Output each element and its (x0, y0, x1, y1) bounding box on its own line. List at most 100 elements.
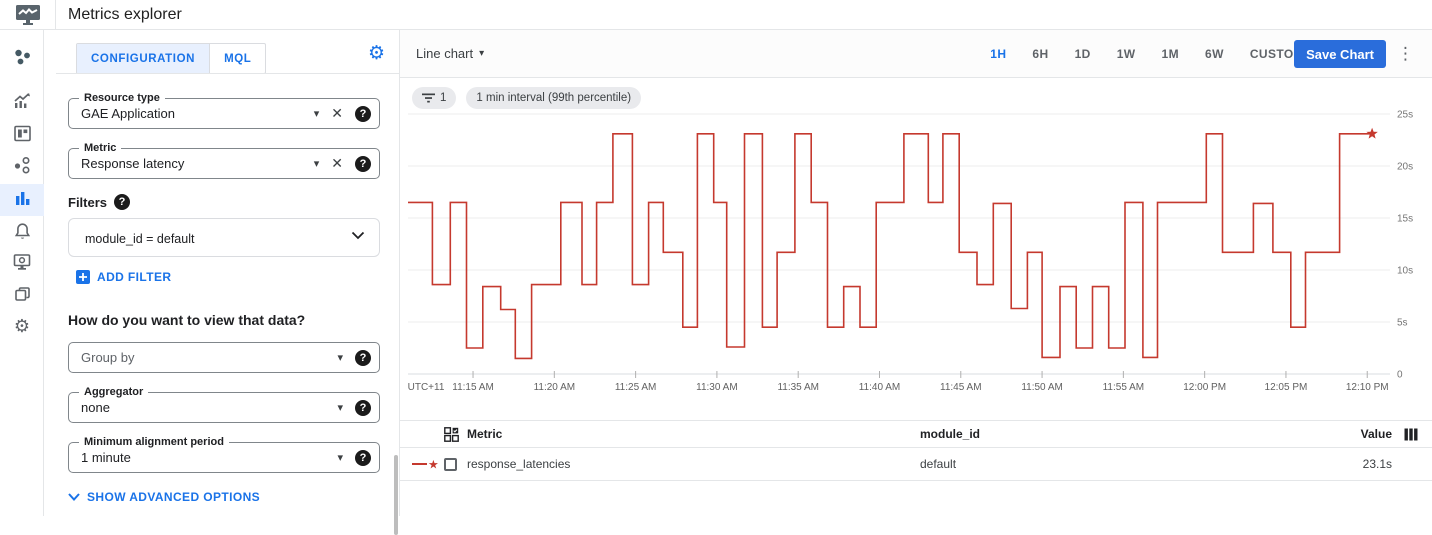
table-header: Metric module_id Value (400, 420, 1432, 448)
filter-icon (422, 93, 435, 103)
chip-row: 1 1 min interval (99th percentile) (412, 87, 642, 109)
col-metric: Metric (467, 427, 503, 441)
time-range-custom[interactable]: CUSTOM (1249, 47, 1304, 61)
config-tab-bar: CONFIGURATION MQL (76, 43, 267, 74)
metrics-explorer-icon[interactable] (10, 186, 34, 210)
resource-type-field[interactable]: Resource type GAE Application ▾ ✕ ? (68, 92, 380, 129)
chart-type-dropdown[interactable]: Line chart ▾ (416, 46, 485, 61)
uptime-checks-icon[interactable] (10, 250, 34, 274)
config-settings-gear-icon[interactable]: ⚙ (367, 43, 385, 64)
row-metric: response_latencies (467, 457, 571, 471)
min-alignment-label: Minimum alignment period (79, 436, 229, 448)
svg-text:11:25 AM: 11:25 AM (615, 382, 657, 393)
clear-icon[interactable]: ✕ (331, 105, 343, 121)
time-range-6w[interactable]: 6W (1205, 47, 1224, 61)
scrollbar-thumb[interactable] (394, 455, 398, 535)
filters-heading: Filters ? (68, 194, 131, 210)
svg-text:5s: 5s (1397, 318, 1408, 329)
interval-chip[interactable]: 1 min interval (99th percentile) (466, 87, 642, 109)
groups-icon[interactable] (10, 282, 34, 306)
clear-icon[interactable]: ✕ (331, 155, 343, 171)
svg-text:11:35 AM: 11:35 AM (777, 382, 819, 393)
svg-text:11:50 AM: 11:50 AM (1021, 382, 1063, 393)
filter-count-chip[interactable]: 1 (412, 87, 457, 109)
monitoring-overview-icon[interactable] (10, 45, 34, 69)
dropdown-caret-icon[interactable]: ▾ (313, 158, 320, 170)
view-columns-icon[interactable] (1404, 421, 1418, 447)
table-row[interactable]: ★ response_latencies default 23.1s (400, 448, 1432, 481)
filter-expression: module_id = default (85, 231, 195, 246)
metrics-icon[interactable] (10, 89, 34, 113)
svg-text:0: 0 (1397, 370, 1403, 381)
svg-text:UTC+11: UTC+11 (408, 382, 445, 393)
tab-mql[interactable]: MQL (209, 44, 265, 73)
grid-check-icon[interactable] (444, 426, 459, 442)
svg-text:11:40 AM: 11:40 AM (859, 382, 901, 393)
plus-icon (76, 270, 90, 284)
chart-toolbar: Line chart ▾ 1H 6H 1D 1W 1M 6W CUSTOM Save Cha… (400, 30, 1432, 78)
help-icon[interactable]: ? (355, 155, 371, 172)
svg-text:11:15 AM: 11:15 AM (452, 382, 494, 393)
metric-label: Metric (79, 142, 122, 154)
aggregator-field[interactable]: Aggregator none ▾ ? (68, 386, 380, 423)
monitoring-logo-icon[interactable] (0, 0, 56, 30)
chevron-down-icon[interactable] (351, 231, 365, 240)
chart-panel: Line chart ▾ 1H 6H 1D 1W 1M 6W CUSTOM Save Cha… (400, 30, 1432, 516)
dropdown-caret-icon: ▾ (479, 48, 485, 59)
alerting-icon[interactable] (10, 219, 34, 243)
svg-text:11:55 AM: 11:55 AM (1103, 382, 1145, 393)
svg-text:12:05 PM: 12:05 PM (1265, 382, 1308, 393)
dropdown-caret-icon[interactable]: ▾ (337, 452, 343, 464)
min-alignment-value: 1 minute (81, 450, 131, 465)
time-range-1d[interactable]: 1D (1074, 47, 1091, 61)
col-value: Value (1360, 427, 1392, 441)
dropdown-caret-icon[interactable]: ▾ (313, 108, 320, 120)
group-by-placeholder: Group by (81, 350, 135, 365)
time-range-1m[interactable]: 1M (1161, 47, 1179, 61)
add-filter-button[interactable]: ADD FILTER (76, 270, 171, 284)
svg-text:20s: 20s (1397, 162, 1413, 173)
help-icon[interactable]: ? (355, 449, 371, 466)
latency-line-chart[interactable]: 25s 20s 15s 10s 5s 0 11:15 AM 11:20 AM 11:25 AM 1… (400, 95, 1432, 415)
col-module-id: module_id (920, 427, 981, 441)
chevron-down-icon (68, 493, 80, 501)
svg-text:11:20 AM: 11:20 AM (534, 382, 576, 393)
divider (56, 73, 400, 74)
min-alignment-field[interactable]: Minimum alignment period 1 minute ▾ ? (68, 436, 380, 473)
tab-configuration[interactable]: CONFIGURATION (77, 44, 210, 73)
resource-type-value: GAE Application (81, 106, 175, 121)
end-star-marker (1366, 127, 1378, 139)
configuration-panel: CONFIGURATION MQL ⚙ Resource type GAE Ap… (56, 30, 400, 535)
help-icon[interactable]: ? (355, 399, 371, 416)
time-range-group: 1H 6H 1D 1W 1M 6W CUSTOM (990, 30, 1304, 78)
row-value: 23.1s (1362, 457, 1392, 471)
time-range-1h[interactable]: 1H (990, 47, 1007, 61)
page-title: Metrics explorer (68, 6, 182, 23)
svg-text:25s: 25s (1397, 110, 1413, 121)
group-by-field[interactable]: Group by ▾ ? (68, 342, 380, 373)
svg-text:10s: 10s (1397, 266, 1413, 277)
time-range-1w[interactable]: 1W (1116, 47, 1136, 61)
svg-text:15s: 15s (1397, 214, 1413, 225)
time-range-6h[interactable]: 6H (1032, 47, 1049, 61)
metric-field[interactable]: Metric Response latency ▾ ✕ ? (68, 142, 380, 179)
row-checkbox[interactable] (444, 448, 457, 480)
row-module-id: default (920, 457, 957, 471)
series-legend-mark: ★ (412, 448, 440, 480)
dashboards-icon[interactable] (10, 121, 34, 145)
help-icon[interactable]: ? (114, 194, 131, 210)
aggregator-label: Aggregator (79, 386, 149, 398)
services-icon[interactable] (10, 153, 34, 177)
more-options-icon[interactable]: ⋮ (1397, 44, 1414, 63)
settings-icon[interactable]: ⚙ (13, 315, 31, 336)
app-header: Metrics explorer (0, 0, 1432, 30)
help-icon[interactable]: ? (355, 349, 371, 366)
filter-card[interactable]: module_id = default (68, 218, 380, 257)
metric-value: Response latency (81, 156, 185, 171)
dropdown-caret-icon[interactable]: ▾ (337, 402, 343, 414)
save-chart-button[interactable]: Save Chart (1294, 40, 1386, 68)
dropdown-caret-icon[interactable]: ▾ (337, 352, 343, 364)
svg-text:11:30 AM: 11:30 AM (696, 382, 738, 393)
show-advanced-options-button[interactable]: SHOW ADVANCED OPTIONS (68, 490, 260, 504)
help-icon[interactable]: ? (355, 105, 371, 122)
